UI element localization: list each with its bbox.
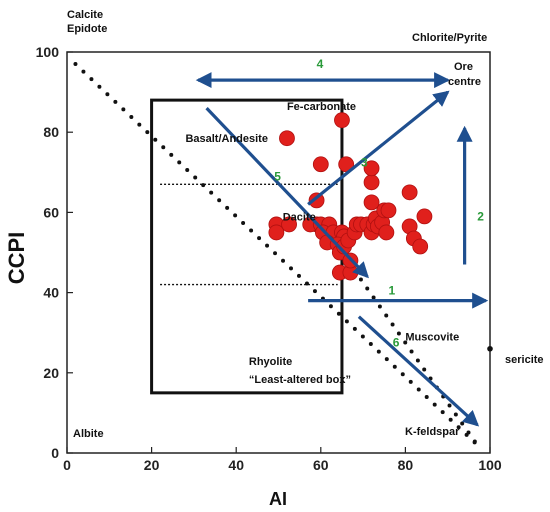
corner-label-albite: Albite — [73, 428, 104, 440]
arrow-number-label: 1 — [388, 284, 395, 298]
axis-ticks: 0 20 40 60 80 100 0 20 40 60 80 100 — [36, 44, 502, 473]
data-point — [334, 112, 350, 129]
y-tick-label: 80 — [43, 124, 59, 140]
dotted-diagonal-line — [339, 250, 480, 447]
data-point — [279, 130, 295, 147]
annotation-label: Fe-carbonate — [287, 101, 356, 113]
data-point — [281, 216, 297, 233]
label-centre: centre — [448, 76, 481, 88]
data-point — [378, 224, 395, 241]
x-tick-label: 60 — [313, 457, 329, 473]
label-sericite: sericite — [505, 354, 544, 366]
corner-label-epidote: Epidote — [67, 23, 107, 35]
x-tick-label: 80 — [398, 457, 414, 473]
data-point — [363, 160, 380, 177]
y-axis-label: CCPI — [4, 232, 29, 285]
data-point — [363, 194, 380, 211]
x-tick-label: 100 — [478, 457, 502, 473]
y-tick-label: 100 — [36, 44, 60, 60]
data-point — [380, 202, 397, 219]
trend-arrow-3 — [307, 90, 450, 206]
trend-arrow-5 — [205, 107, 369, 279]
x-axis-label: AI — [269, 489, 287, 509]
data-points — [268, 112, 433, 281]
plot-frame — [66, 51, 491, 454]
x-tick-label: 0 — [63, 457, 71, 473]
dotted-diagonal-line — [73, 62, 480, 447]
data-point — [401, 184, 418, 201]
x-tick-label: 40 — [228, 457, 244, 473]
corner-label-k-feldspar: K-feldspar — [405, 426, 460, 438]
corner-label-chlorite-pyrite: Chlorite/Pyrite — [412, 32, 487, 44]
data-point — [363, 174, 380, 191]
annotation-label: Basalt/Andesite — [185, 133, 268, 145]
trend-arrow-6 — [357, 315, 480, 427]
data-point — [268, 224, 285, 241]
corner-label-calcite: Calcite — [67, 9, 103, 21]
trend-arrows — [195, 72, 489, 427]
x-tick-label: 20 — [144, 457, 160, 473]
arrow-number-label: 5 — [274, 169, 281, 183]
annotation-label: “Least-altered box” — [249, 374, 351, 386]
arrow-number-label: 2 — [477, 209, 484, 223]
y-tick-label: 20 — [43, 365, 59, 381]
data-point — [416, 208, 433, 225]
label-ore: Ore — [454, 61, 473, 73]
annotation-label: Dacite — [283, 211, 316, 223]
y-tick-label: 0 — [51, 445, 59, 461]
data-point — [412, 238, 429, 255]
reference-lines — [73, 62, 480, 447]
sericite-point — [487, 345, 493, 352]
arrow-number-label: 3 — [361, 155, 368, 169]
y-tick-label: 60 — [43, 204, 59, 220]
data-point — [308, 192, 325, 209]
arrow-number-label: 4 — [317, 57, 324, 71]
annotations: Fe-carbonate Basalt/Andesite Dacite Rhyolit… — [185, 57, 484, 386]
y-tick-label: 40 — [43, 285, 59, 301]
annotation-label: Rhyolite — [249, 356, 292, 368]
annotation-label: Muscovite — [405, 332, 459, 344]
arrow-number-label: 6 — [393, 336, 400, 350]
data-point — [312, 156, 329, 173]
